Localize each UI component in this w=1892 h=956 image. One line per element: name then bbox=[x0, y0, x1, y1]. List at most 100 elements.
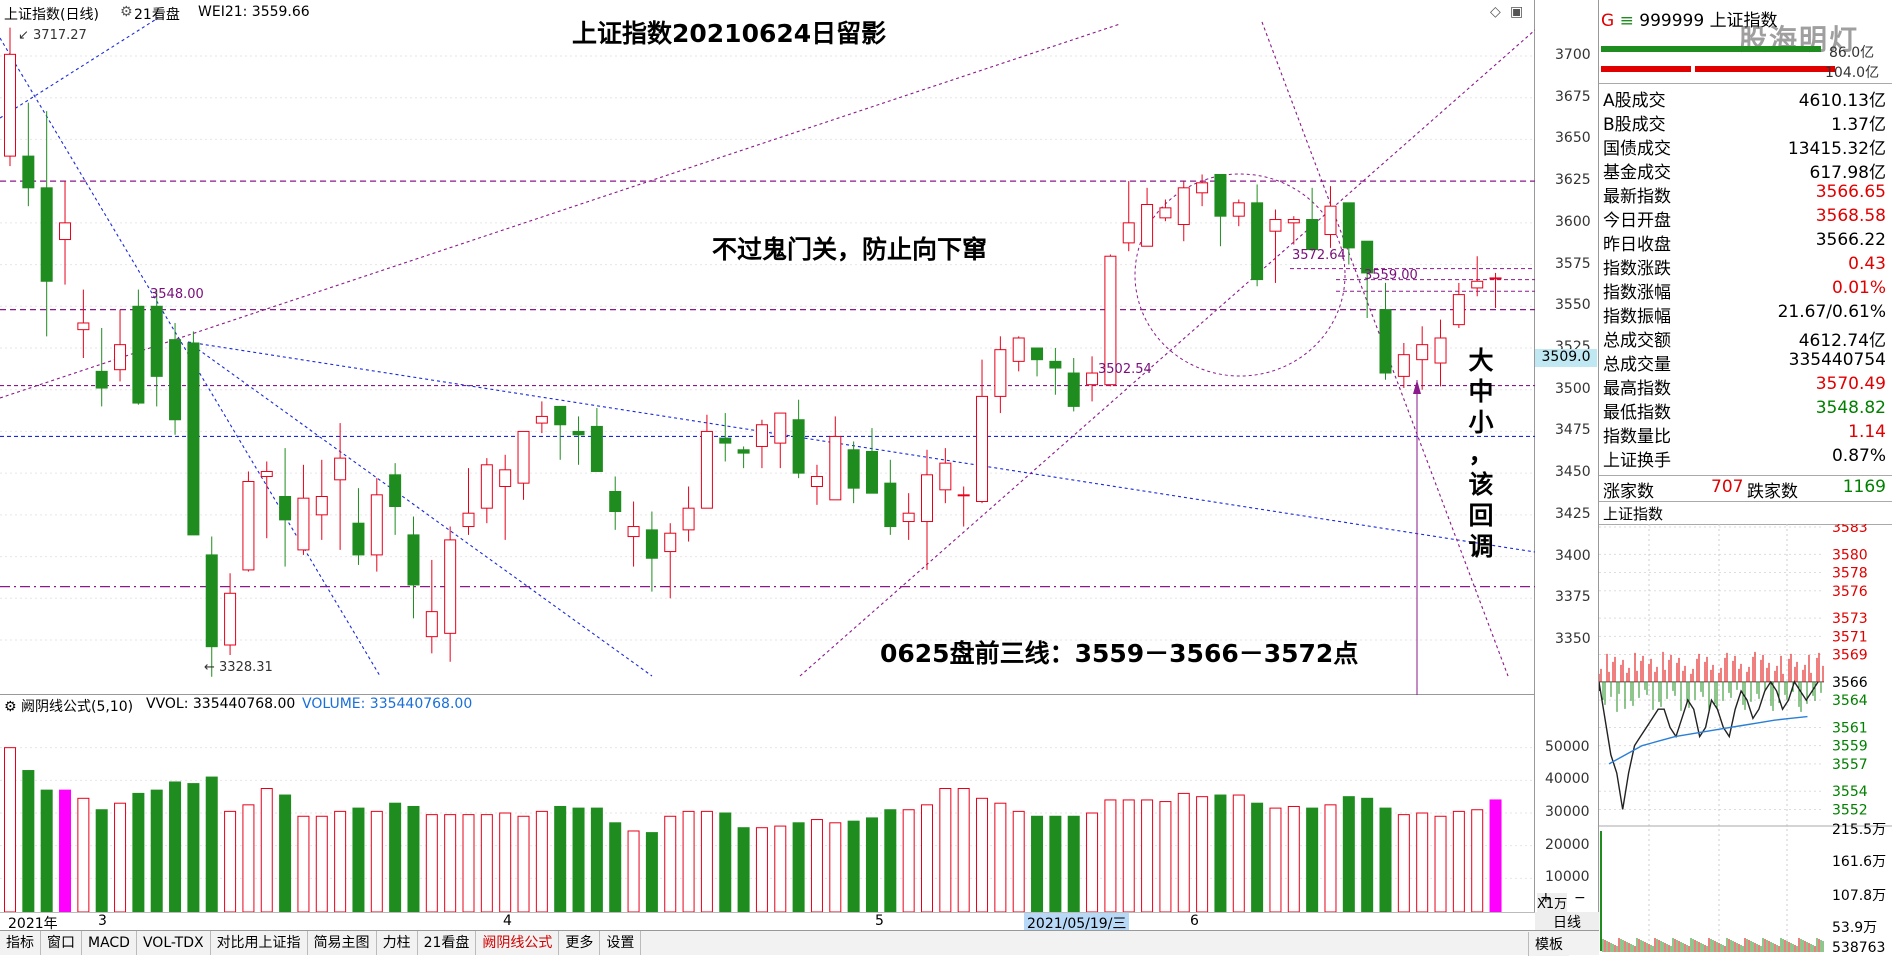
tab-9[interactable]: 更多 bbox=[559, 931, 601, 955]
tab-4[interactable]: 对比用上证指 bbox=[211, 931, 308, 955]
candlestick-chart[interactable]: 上证指数(日线) ⚙ 21看盘 WEI21: 3559.66 ◇ ▣ 上证指数2… bbox=[0, 0, 1535, 695]
volume-bar bbox=[1012, 810, 1025, 912]
candle bbox=[847, 449, 860, 489]
volume-chart[interactable]: ⚙ 阙阴线公式(5,10) VVOL: 335440768.00 VOLUME:… bbox=[0, 695, 1535, 920]
menu-icon[interactable]: ≡ bbox=[1619, 11, 1634, 31]
volume-bar bbox=[1177, 792, 1190, 912]
date-axis: 2021年 3 4 5 2021/05/19/三 6 bbox=[0, 912, 1535, 933]
price-axis: 3700 3675 3650 3625 3600 3575 3550 3525 3500 3475… bbox=[1535, 0, 1599, 695]
stock-code: 999999 bbox=[1639, 11, 1705, 31]
volume-bar bbox=[902, 809, 915, 912]
candle bbox=[590, 425, 603, 472]
mini-tick: 3559 bbox=[1832, 739, 1868, 755]
tab-0[interactable]: 指标 bbox=[0, 931, 41, 955]
stat-value: 617.98亿 bbox=[1809, 163, 1886, 183]
candle bbox=[1122, 222, 1135, 244]
gear-icon[interactable]: ⚙ bbox=[120, 4, 133, 20]
candle bbox=[1067, 372, 1080, 407]
candle bbox=[1379, 309, 1392, 374]
volume-bar bbox=[847, 820, 860, 912]
price-tick: 3450 bbox=[1555, 464, 1591, 481]
stat-label: 最新指数 bbox=[1603, 187, 1671, 207]
candle bbox=[40, 187, 53, 282]
candle bbox=[169, 339, 182, 421]
volume-bar bbox=[1159, 801, 1172, 912]
diamond-icon[interactable]: ◇ bbox=[1490, 4, 1501, 20]
vertical-char: 该 bbox=[1468, 470, 1494, 499]
candle bbox=[242, 480, 255, 571]
volume-bar bbox=[700, 810, 713, 912]
breadth-row: 涨家数 707 跌家数 1169 bbox=[1599, 475, 1892, 502]
stat-row: 指数振幅 21.67/0.61% bbox=[1599, 302, 1892, 327]
tab-7[interactable]: 21看盘 bbox=[418, 931, 477, 955]
stat-label: 国债成交 bbox=[1603, 139, 1671, 159]
mini-tick: 3571 bbox=[1832, 629, 1868, 645]
tab-3[interactable]: VOL-TDX bbox=[137, 931, 211, 955]
label-3502: 3502.54 bbox=[1098, 362, 1152, 377]
tab-2[interactable]: MACD bbox=[82, 931, 137, 955]
candle bbox=[59, 222, 72, 241]
candle bbox=[627, 526, 640, 538]
volume-bar bbox=[609, 822, 622, 912]
view-badge[interactable]: 21看盘 bbox=[134, 7, 180, 23]
zoom-out-button[interactable]: − bbox=[1574, 890, 1586, 906]
stat-row: 最高指数 3570.49 bbox=[1599, 374, 1892, 399]
window-icon[interactable]: ▣ bbox=[1510, 4, 1524, 20]
price-tick: 3675 bbox=[1555, 88, 1591, 105]
tab-5[interactable]: 简易主图 bbox=[308, 931, 377, 955]
volume-bar bbox=[1397, 814, 1410, 912]
mini-tick: 3569 bbox=[1832, 648, 1868, 664]
price-tick: 3500 bbox=[1555, 380, 1591, 397]
volume-bar bbox=[297, 815, 310, 912]
candle bbox=[1452, 294, 1465, 326]
mini-tick: 3578 bbox=[1832, 566, 1868, 582]
trend-line bbox=[0, 17, 159, 119]
stat-value: 1.14 bbox=[1848, 422, 1886, 442]
stat-label: 上证换手 bbox=[1603, 451, 1671, 471]
candle bbox=[554, 405, 567, 426]
candle bbox=[22, 155, 35, 189]
volume-bar bbox=[22, 770, 35, 912]
candle bbox=[1177, 187, 1190, 226]
candle bbox=[1416, 344, 1429, 361]
template-button[interactable]: 模板 bbox=[1528, 932, 1569, 956]
tab-6[interactable]: 力柱 bbox=[377, 931, 418, 955]
stat-row: 指数涨幅 0.01% bbox=[1599, 278, 1892, 303]
volume-bar bbox=[1416, 812, 1429, 912]
candle bbox=[260, 470, 273, 477]
volume-bar bbox=[462, 814, 475, 912]
stat-label: B股成交 bbox=[1603, 115, 1666, 135]
volume-bar bbox=[242, 804, 255, 912]
label-3559: 3559.00 bbox=[1364, 268, 1418, 283]
candle bbox=[829, 435, 842, 501]
indicator-tab-bar: 指标 窗口 MACD VOL-TDX 对比用上证指 简易主图 力柱 21看盘 阙阴线公式 更多 设置 bbox=[0, 930, 1599, 955]
zoom-in-button[interactable]: + bbox=[1540, 890, 1552, 906]
volume-tick: 50000 bbox=[1545, 738, 1590, 755]
stat-value: 3566.22 bbox=[1815, 230, 1886, 250]
candle bbox=[1471, 280, 1484, 289]
stat-label: 总成交额 bbox=[1603, 331, 1671, 351]
volume-bar bbox=[352, 807, 365, 912]
stat-value: 0.43 bbox=[1848, 254, 1886, 274]
volume-bar bbox=[1489, 799, 1502, 912]
tab-10[interactable]: 设置 bbox=[600, 931, 642, 955]
mini-tick: 3557 bbox=[1832, 757, 1868, 773]
volume-bar bbox=[370, 810, 383, 912]
stat-value: 4610.13亿 bbox=[1798, 91, 1886, 111]
vertical-char: 小 bbox=[1468, 408, 1494, 437]
tab-8[interactable]: 阙阴线公式 bbox=[476, 931, 560, 955]
stat-row: 上证换手 0.87% bbox=[1599, 446, 1892, 471]
tab-1[interactable]: 窗口 bbox=[41, 931, 82, 955]
volume-bar bbox=[976, 797, 989, 912]
g-icon: G bbox=[1601, 11, 1615, 31]
volume-bar bbox=[554, 805, 567, 912]
volume-bar bbox=[664, 815, 677, 912]
mini-tick: 3576 bbox=[1832, 584, 1868, 600]
volume-bar bbox=[1232, 794, 1245, 912]
stat-value: 3566.65 bbox=[1815, 182, 1886, 202]
vvol-label: VVOL: 335440768.00 bbox=[146, 696, 296, 712]
stat-value: 335440754 bbox=[1788, 350, 1886, 370]
intraday-chart[interactable]: 3583 3580 3578 3576 3573 3571 3569 3566 3564 3561… bbox=[1599, 524, 1892, 954]
trend-line bbox=[0, 37, 381, 677]
daily-button[interactable]: 日线 bbox=[1535, 912, 1599, 931]
